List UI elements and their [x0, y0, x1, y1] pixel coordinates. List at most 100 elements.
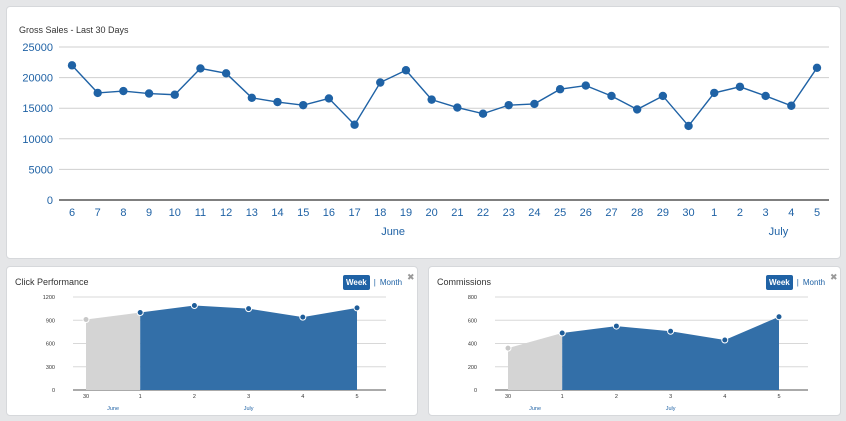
data-point: [170, 90, 179, 99]
data-point: [530, 99, 539, 109]
month-label: July: [244, 406, 254, 412]
data-point: [667, 327, 675, 335]
month-label: June: [107, 406, 119, 412]
x-tick-label: 1: [139, 394, 142, 400]
data-point: [787, 101, 796, 110]
commissions-panel: Commissions Week | Month ✖ 0 200 400 600 800…: [428, 266, 841, 416]
y-tick-label: 0: [47, 195, 53, 207]
commissions-week-button[interactable]: Week: [766, 275, 793, 290]
series-line: [71, 64, 818, 128]
data-point: [401, 66, 411, 75]
x-tick-label: 27: [605, 207, 617, 219]
click-month-button[interactable]: Month: [379, 278, 403, 287]
x-tick-label: 23: [503, 207, 515, 219]
y-tick-label: 25000: [22, 42, 53, 54]
commissions-period-toggle: Week | Month: [766, 275, 825, 290]
commissions-chart: 0 200 400 600 800 30 1 2 3 4 5 June July: [468, 295, 808, 412]
data-point: [478, 109, 488, 118]
month-label: July: [666, 406, 676, 412]
data-point: [735, 82, 745, 91]
data-point: [299, 100, 308, 110]
x-tick-label: 25: [554, 207, 566, 219]
month-label: June: [381, 226, 405, 238]
data-point: [299, 313, 307, 321]
data-point: [82, 315, 90, 323]
x-tick-label: 21: [451, 207, 463, 219]
x-tick-label: 3: [247, 394, 250, 400]
current-area: [140, 305, 357, 390]
x-tick-label: 10: [169, 207, 181, 219]
gross-sales-title: Gross Sales - Last 30 Days: [19, 25, 129, 35]
x-tick-label: 2: [615, 394, 618, 400]
data-point: [555, 85, 565, 94]
commissions-month-button[interactable]: Month: [802, 278, 826, 287]
x-tick-label: 22: [477, 207, 489, 219]
data-point: [504, 344, 512, 352]
data-point: [353, 304, 361, 312]
x-tick-label: 2: [737, 207, 743, 219]
y-tick-label: 10000: [22, 134, 53, 146]
data-point: [427, 95, 436, 104]
x-tick-label: 4: [301, 394, 304, 400]
data-point: [775, 313, 783, 321]
y-tick-label: 900: [46, 318, 55, 324]
data-point: [504, 100, 513, 110]
x-tick-label: 9: [146, 207, 152, 219]
y-tick-label: 20000: [22, 73, 53, 85]
x-tick-label: 3: [669, 394, 672, 400]
data-point: [221, 69, 231, 78]
y-tick-label: 0: [474, 388, 477, 394]
x-tick-label: 24: [528, 207, 540, 219]
x-tick-label: 12: [220, 207, 232, 219]
y-tick-label: 5000: [29, 164, 53, 176]
data-point: [144, 89, 154, 98]
commissions-close-icon[interactable]: ✖: [830, 272, 838, 282]
data-point: [190, 302, 198, 310]
data-point: [658, 91, 668, 101]
click-week-button[interactable]: Week: [343, 275, 370, 290]
data-point: [196, 64, 205, 73]
y-tick-label: 0: [52, 388, 55, 394]
x-tick-label: 13: [246, 207, 258, 219]
x-tick-label: 2: [193, 394, 196, 400]
past-area: [508, 333, 563, 390]
y-tick-label: 800: [468, 295, 477, 301]
x-tick-label: 3: [763, 207, 769, 219]
data-point: [710, 88, 719, 98]
x-tick-label: 19: [400, 207, 412, 219]
y-tick-label: 600: [46, 342, 55, 348]
data-point: [812, 63, 822, 73]
gross-sales-panel: Gross Sales - Last 30 Days 0 5000 10000 150…: [6, 6, 841, 259]
y-tick-label: 600: [468, 318, 477, 324]
data-point: [376, 78, 385, 87]
x-tick-label: 30: [505, 394, 511, 400]
y-tick-label: 1200: [43, 295, 55, 301]
x-tick-label: 1: [561, 394, 564, 400]
y-tick-label: 400: [468, 342, 477, 348]
month-label: July: [769, 226, 789, 238]
x-tick-label: 5: [777, 394, 780, 400]
x-tick-label: 17: [348, 207, 360, 219]
current-area: [562, 316, 779, 390]
y-tick-label: 200: [468, 365, 477, 371]
x-tick-label: 14: [271, 207, 283, 219]
data-point: [67, 61, 77, 70]
x-tick-label: 11: [195, 207, 206, 219]
y-tick-label: 300: [46, 365, 55, 371]
x-tick-label: 15: [297, 207, 309, 219]
toggle-separator: |: [796, 278, 799, 287]
commissions-title: Commissions: [437, 277, 492, 287]
data-point: [612, 322, 620, 330]
click-performance-panel: Click Performance Week | Month ✖ 0 300 600…: [6, 266, 418, 416]
y-tick-label: 15000: [22, 103, 53, 115]
data-point: [632, 105, 642, 114]
data-point: [245, 305, 253, 313]
click-close-icon[interactable]: ✖: [407, 272, 415, 282]
data-point: [273, 97, 282, 107]
data-point: [350, 120, 359, 129]
x-tick-label: 20: [426, 207, 438, 219]
x-tick-label: 16: [323, 207, 335, 219]
x-tick-label: 7: [95, 207, 101, 219]
data-point: [247, 93, 257, 102]
